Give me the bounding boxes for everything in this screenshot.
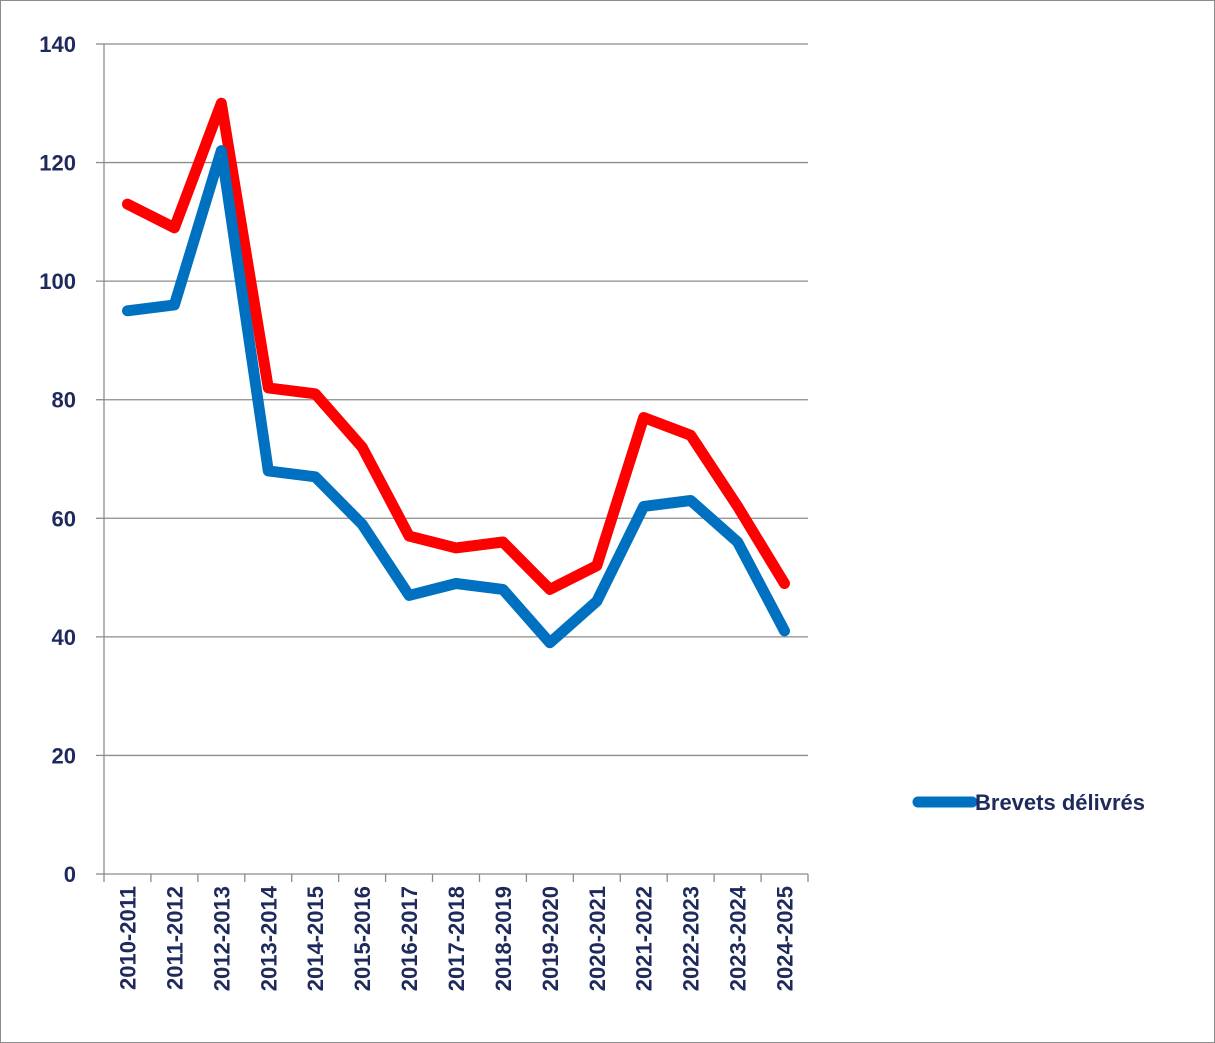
x-tick-label: 2019-2020 bbox=[538, 886, 563, 991]
x-tick-label: 2014-2015 bbox=[303, 886, 328, 991]
x-tick-label: 2013-2014 bbox=[256, 885, 281, 991]
x-tick-label: 2010-2011 bbox=[115, 886, 140, 990]
x-axis-tick-labels: 2010-2011 2011-2012 2012-2013 2013-2014 2014… bbox=[115, 885, 797, 991]
x-tick-label: 2011-2012 bbox=[162, 886, 187, 990]
y-axis-tick-labels: 0 20 40 60 80 100 120 140 bbox=[39, 32, 76, 887]
x-tick-label: 2016-2017 bbox=[397, 886, 422, 991]
axes bbox=[96, 43, 809, 882]
x-tick-label: 2020-2021 bbox=[585, 886, 610, 991]
x-tick-label: 2015-2016 bbox=[350, 886, 375, 991]
y-tick-label: 140 bbox=[39, 32, 76, 57]
series-line-red bbox=[122, 97, 790, 595]
y-tick-label: 120 bbox=[39, 151, 76, 176]
series-line-blue bbox=[122, 145, 790, 649]
y-tick-label: 20 bbox=[52, 743, 76, 768]
series-lines bbox=[122, 97, 790, 649]
x-tick-label: 2022-2023 bbox=[679, 886, 704, 991]
y-tick-label: 80 bbox=[52, 388, 76, 413]
legend-label: Brevets délivrés bbox=[975, 790, 1145, 815]
y-tick-label: 40 bbox=[52, 625, 76, 650]
x-tick-label: 2017-2018 bbox=[444, 886, 469, 991]
x-tick-label: 2012-2013 bbox=[209, 886, 234, 991]
x-tick-label: 2023-2024 bbox=[726, 885, 751, 991]
x-tick-label: 2024-2025 bbox=[773, 886, 798, 991]
x-tick-label: 2021-2022 bbox=[632, 886, 657, 991]
gridlines bbox=[104, 43, 808, 757]
legend: Brevets délivrés bbox=[912, 790, 1145, 815]
y-tick-label: 0 bbox=[64, 862, 76, 887]
y-tick-label: 100 bbox=[39, 269, 76, 294]
y-tick-label: 60 bbox=[52, 506, 76, 531]
x-tick-label: 2018-2019 bbox=[491, 886, 516, 991]
